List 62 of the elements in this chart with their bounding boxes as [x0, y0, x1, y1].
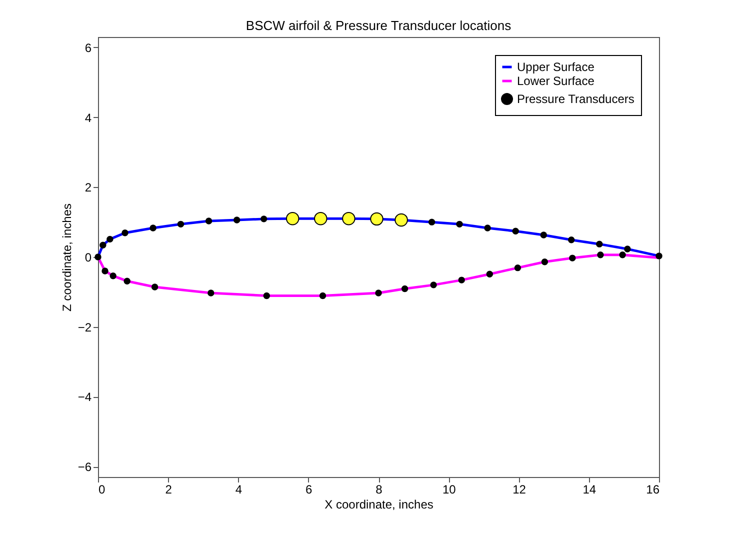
point — [484, 224, 491, 232]
point — [233, 216, 240, 224]
x-tick-label: 14 — [582, 482, 596, 496]
point — [150, 224, 156, 232]
point — [430, 282, 437, 288]
x-tick-label: 12 — [512, 482, 526, 496]
point — [151, 284, 158, 290]
point — [540, 232, 547, 238]
point — [110, 272, 116, 280]
point — [656, 252, 662, 260]
point — [314, 212, 328, 226]
y-tick-label: 0 — [84, 250, 92, 264]
legend-label: Upper Surface — [517, 60, 595, 74]
point — [122, 230, 128, 236]
point — [208, 290, 214, 296]
point — [260, 216, 268, 222]
legend-label: Pressure Transducers — [517, 92, 634, 106]
point — [102, 268, 108, 274]
point — [541, 258, 548, 266]
point — [512, 228, 519, 235]
point — [124, 278, 130, 284]
point — [94, 254, 102, 260]
point — [458, 276, 465, 284]
y-tick-label: −4 — [78, 390, 92, 404]
x-tick-label: 10 — [442, 482, 456, 496]
point — [319, 292, 326, 300]
y-axis-title: Z coordinate, inches — [60, 203, 74, 312]
point — [597, 252, 604, 258]
point — [106, 236, 114, 243]
legend-label: Lower Surface — [517, 74, 595, 88]
y-tick-label: −6 — [78, 460, 92, 474]
point — [375, 290, 382, 296]
point — [177, 220, 184, 228]
x-tick-label: 0 — [98, 482, 106, 496]
point — [428, 218, 436, 226]
point — [394, 213, 408, 227]
x-tick-label: 4 — [235, 482, 242, 496]
point — [342, 212, 356, 226]
x-tick-label: 6 — [306, 482, 313, 496]
point — [568, 236, 575, 244]
point — [205, 218, 212, 224]
point — [624, 246, 631, 252]
x-axis-title: X coordinate, inches — [324, 498, 434, 512]
point — [569, 254, 576, 262]
x-tick-label: 8 — [376, 482, 383, 496]
point — [596, 240, 603, 248]
point — [619, 252, 626, 258]
y-tick-label: 6 — [84, 40, 92, 55]
point — [263, 292, 270, 300]
point — [456, 220, 463, 228]
y-tick-label: 2 — [84, 180, 92, 195]
x-tick-label: 2 — [165, 482, 172, 496]
point — [286, 212, 300, 226]
point — [514, 264, 522, 272]
y-tick-label: −2 — [78, 320, 92, 334]
point — [370, 212, 384, 226]
point — [486, 270, 493, 278]
x-tick-label: 16 — [646, 482, 660, 496]
chart-title: BSCW airfoil & Pressure Transducer locations — [246, 18, 512, 33]
point — [401, 285, 408, 292]
y-tick-label: 4 — [84, 110, 92, 125]
point — [100, 242, 106, 248]
